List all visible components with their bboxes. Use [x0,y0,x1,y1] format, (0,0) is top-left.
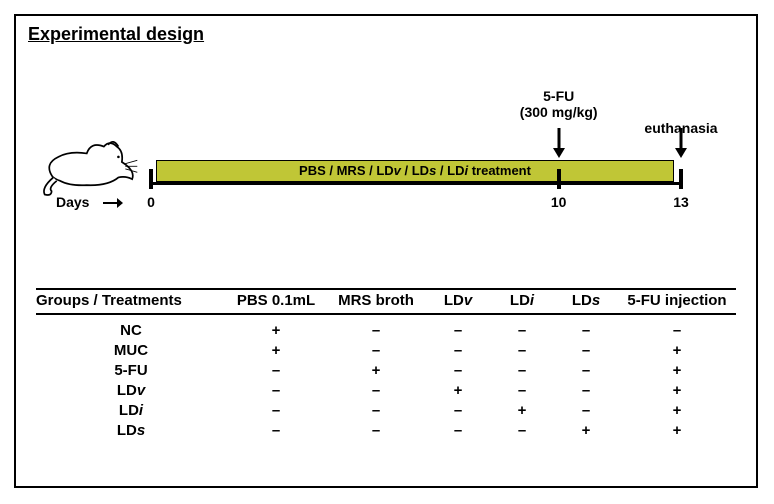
table-cell: + [554,421,618,441]
timeline-tick-label: 13 [673,194,689,210]
table-header-cell: 5-FU injection [618,290,736,311]
table-cell: – [226,421,326,441]
table-cell: – [326,341,426,361]
table-cell: – [490,321,554,341]
table-cell: – [490,361,554,381]
table-cell: – [426,401,490,421]
table-cell: + [490,401,554,421]
treatment-bar-label: PBS / MRS / LDv / LDs / LDi treatment [299,163,531,178]
table-cell: – [618,321,736,341]
annotation-arrow-icon [673,128,689,163]
table-cell: – [554,401,618,421]
table-cell: – [226,381,326,401]
table-row: 5-FU–+–––+ [36,361,736,381]
table-cell: – [426,321,490,341]
table-cell: – [554,361,618,381]
table-cell: + [618,341,736,361]
table-cell: + [618,421,736,441]
table-cell: – [490,381,554,401]
table-cell: – [326,381,426,401]
row-label: LDs [36,421,226,441]
table-header-row: Groups / TreatmentsPBS 0.1mLMRS brothLDv… [36,290,736,311]
timeline-axis [151,182,681,185]
table-header-cell: LDi [490,290,554,311]
timeline-diagram: PBS / MRS / LDv / LDs / LDi treatment 0 1… [16,76,756,226]
table-row: NC+––––– [36,321,736,341]
table-cell: + [426,381,490,401]
mouse-icon [36,138,146,198]
table-cell: + [326,361,426,381]
table-cell: – [554,381,618,401]
table-cell: – [426,341,490,361]
figure-frame: Experimental design PBS / MRS / LDv / LD… [14,14,758,488]
days-label: Days [56,194,89,210]
table-cell: – [554,321,618,341]
days-arrow-icon [103,196,123,215]
timeline-tick [679,169,683,189]
table-cell: – [226,361,326,381]
table-header-cell: Groups / Treatments [36,290,226,311]
table-header-cell: LDs [554,290,618,311]
table-cell: + [226,321,326,341]
timeline-tick-label: 0 [147,194,155,210]
table-cell: – [226,401,326,421]
table-cell: – [426,361,490,381]
table-row: LDv––+––+ [36,381,736,401]
annotation-label: (300 mg/kg) [520,104,598,120]
annotation-label: 5-FU [543,88,574,104]
table-cell: + [618,401,736,421]
row-label: LDv [36,381,226,401]
table-header-cell: PBS 0.1mL [226,290,326,311]
table-cell: – [490,341,554,361]
timeline-tick [149,169,153,189]
treatments-table: Groups / TreatmentsPBS 0.1mLMRS brothLDv… [36,288,736,441]
table-cell: – [426,421,490,441]
row-label: 5-FU [36,361,226,381]
annotation-arrow-icon [551,128,567,163]
table-cell: + [226,341,326,361]
table-row: MUC+––––+ [36,341,736,361]
timeline-tick [557,169,561,189]
table-header-cell: MRS broth [326,290,426,311]
table-cell: – [326,401,426,421]
table-row: LDs––––++ [36,421,736,441]
table-cell: + [618,381,736,401]
table-cell: – [490,421,554,441]
timeline-tick-label: 10 [551,194,567,210]
row-label: MUC [36,341,226,361]
row-label: LDi [36,401,226,421]
table-cell: – [326,421,426,441]
table-cell: – [326,321,426,341]
table-cell: + [618,361,736,381]
table-row: LDi–––+–+ [36,401,736,421]
row-label: NC [36,321,226,341]
figure-title: Experimental design [28,24,204,45]
table-header-cell: LDv [426,290,490,311]
treatment-bar: PBS / MRS / LDv / LDs / LDi treatment [156,160,674,182]
table-cell: – [554,341,618,361]
